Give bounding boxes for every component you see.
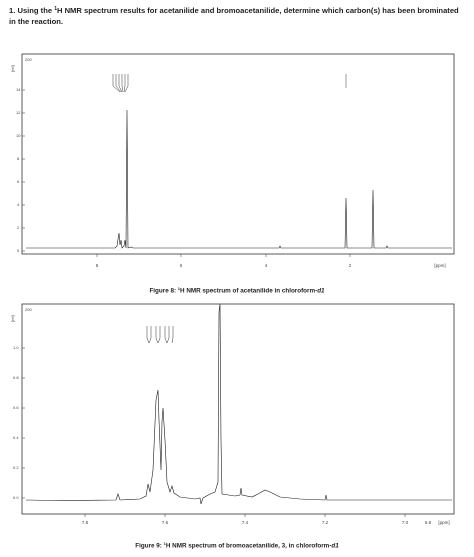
x-tick-label: 8 [96, 263, 99, 268]
x-tick-label: 7.0 [402, 520, 409, 525]
x-tick-label: 7.2 [322, 520, 329, 525]
y-tick-label: 0.2 [13, 465, 19, 470]
y-tick-label: 14 [16, 87, 21, 92]
question-text: 1. Using the 1H NMR spectrum results for… [9, 4, 465, 27]
x-tick-label: 4 [265, 263, 268, 268]
y-unit-label: [rel] [10, 65, 15, 72]
figure-8: 200 [rel] 14 12 10 8 6 4 2 0 8 6 4 2 [pp… [0, 50, 474, 300]
x-tick-label: 7.6 [162, 520, 169, 525]
y-tick-label: 6 [17, 179, 20, 184]
question-prefix: Using the [17, 6, 55, 15]
y-tick-label: 2 [17, 225, 20, 230]
corner-label: 200 [25, 307, 32, 312]
x-tick-label: 7.4 [242, 520, 249, 525]
figure-9: 200 [rel] 1.0 0.8 0.6 0.4 0.2 0.0 7.8 7.… [0, 300, 474, 557]
x-unit-label: [ppm] [438, 520, 449, 525]
y-tick-label: 0.0 [13, 495, 19, 500]
y-unit-label: [rel] [10, 315, 15, 322]
x-unit-label: [ppm] [434, 263, 445, 268]
figure-9-spectrum: 200 [rel] 1.0 0.8 0.6 0.4 0.2 0.0 7.8 7.… [10, 303, 455, 525]
figure-8-spectrum: 200 [rel] 14 12 10 8 6 4 2 0 8 6 4 2 [pp… [10, 53, 455, 268]
x-tick-label: 6.8 [425, 520, 432, 525]
spectrum-trace [25, 303, 452, 505]
y-tick-label: 12 [16, 110, 21, 115]
question-number: 1. [9, 6, 16, 15]
y-tick-label: 4 [17, 202, 20, 207]
y-tick-label: 0.4 [13, 435, 19, 440]
y-tick-label: 0 [17, 248, 20, 253]
question-superscript: 1 [54, 6, 57, 12]
plot-frame [21, 53, 455, 255]
x-tick-label: 2 [349, 263, 352, 268]
x-tick-label: 7.8 [82, 520, 89, 525]
y-tick-label: 1.0 [13, 345, 19, 350]
y-tick-label: 0.8 [13, 375, 19, 380]
y-tick-label: 8 [17, 156, 20, 161]
question-body: H NMR spectrum results for acetanilide a… [9, 6, 459, 26]
figure-9-caption: Figure 9: 1H NMR spectrum of bromoacetan… [135, 541, 339, 550]
spectrum-trace [26, 109, 452, 249]
x-tick-label: 6 [180, 263, 183, 268]
plot-frame [21, 303, 455, 515]
y-tick-label: 10 [16, 133, 21, 138]
corner-label: 200 [25, 57, 32, 62]
figure-8-caption: Figure 8: 1H NMR spectrum of acetanilide… [149, 286, 325, 295]
y-tick-label: 0.6 [13, 405, 19, 410]
